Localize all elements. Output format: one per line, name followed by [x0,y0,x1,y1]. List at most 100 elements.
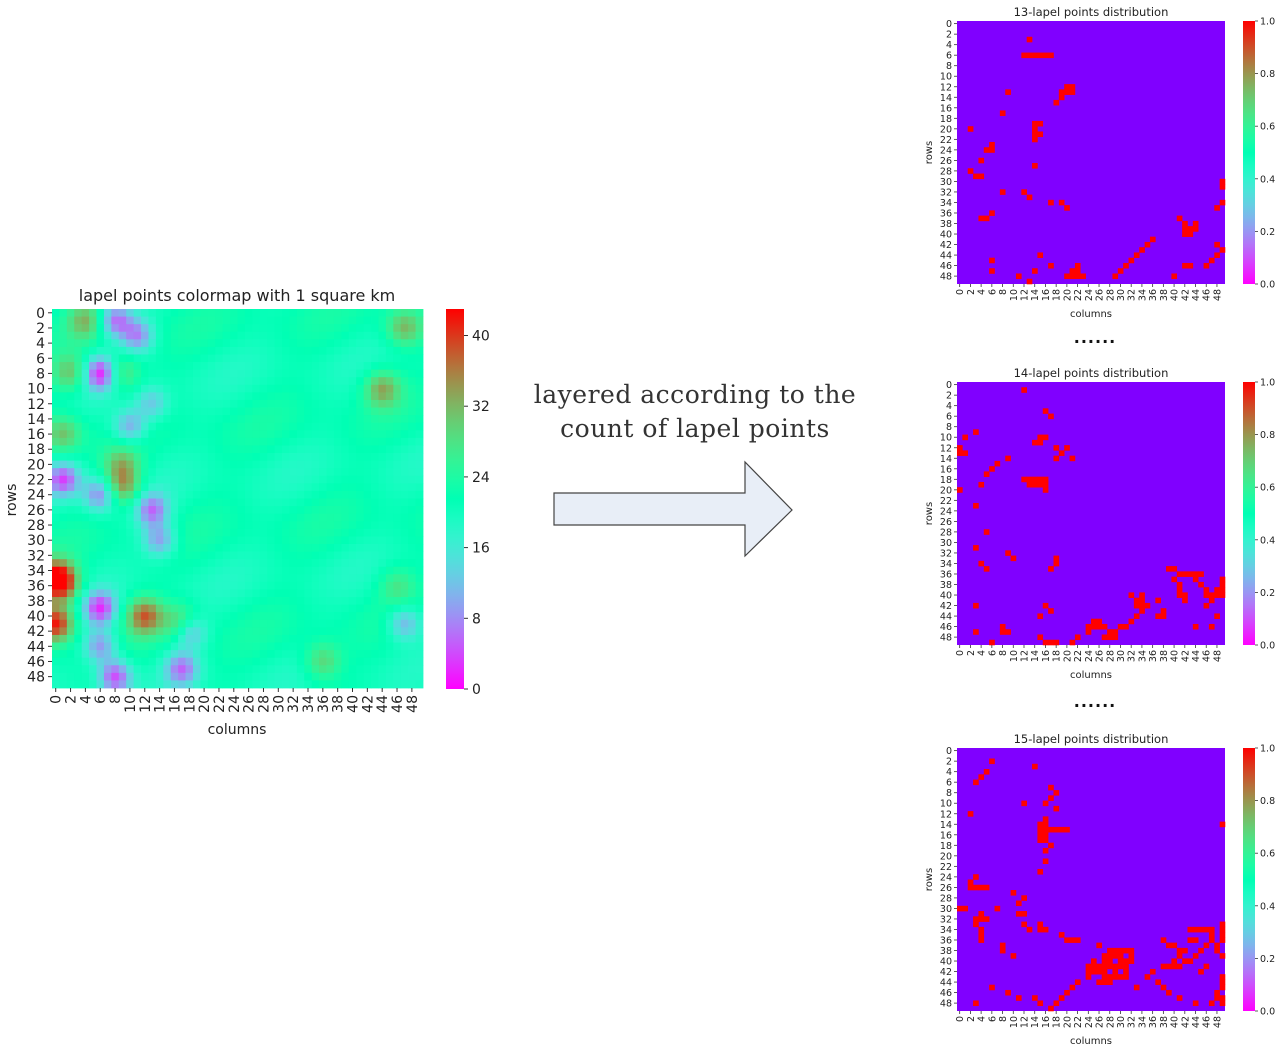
heatmap-cell [356,475,365,484]
heatmap-cell [66,377,75,386]
heatmap-cell [96,309,105,317]
heatmap-cell [415,468,424,477]
heatmap-cell [215,384,224,393]
heatmap-cell [200,453,209,461]
heatmap-cell [111,513,120,522]
heatmap-cell [52,430,60,439]
heatmap-cell [148,369,157,378]
layer-cell [1176,581,1183,588]
heatmap-cell [326,559,335,568]
heatmap-cell [289,657,298,666]
heatmap-cell [89,589,97,598]
heatmap-cell [52,460,60,469]
heatmap-cell [371,369,379,378]
heatmap-cell [126,513,135,522]
heatmap-cell [192,566,201,575]
heatmap-cell [252,468,261,477]
heatmap-cell [141,551,149,560]
heatmap-cell [207,437,216,446]
heatmap-cell [170,672,179,681]
heatmap-cell [371,528,379,537]
layer-x-tick-label: 22 [1073,650,1084,662]
heatmap-cell [378,354,387,363]
heatmap-cell [148,657,157,666]
heatmap-cell [259,475,268,484]
heatmap-cell [178,589,186,598]
layer-cell [994,905,1001,912]
heatmap-cell [163,680,172,689]
heatmap-cell [170,619,179,628]
layer-cell [1160,963,1167,970]
heatmap-cell [215,468,224,477]
heatmap-cell [170,506,179,515]
layer-cell [1037,52,1044,59]
heatmap-cell [408,392,416,401]
heatmap-cell [319,672,327,681]
heatmap-cell [59,384,68,393]
layer-y-tick-label: 4 [946,40,952,51]
heatmap-cell [222,309,231,317]
heatmap-cell [163,384,172,393]
heatmap-cell [237,483,246,492]
heatmap-cell [207,422,216,431]
heatmap-cell [155,362,164,371]
heatmap-cell [252,650,261,659]
heatmap-cell [81,362,90,371]
heatmap-cell [415,460,424,469]
heatmap-cell [244,521,253,530]
heatmap-cell [74,483,83,492]
heatmap-cell [363,604,372,613]
heatmap-cell [170,460,179,469]
layer-cell [1042,832,1049,838]
layer-y-tick-label: 28 [940,893,952,904]
heatmap-cell [185,354,194,363]
heatmap-cell [200,362,209,371]
heatmap-cell [52,399,60,408]
heatmap-cell [378,619,387,628]
heatmap-cell [289,627,298,636]
layer-cell [1032,163,1038,169]
heatmap-cell [215,536,224,545]
heatmap-cell [178,430,186,439]
y-tick-label: 2 [36,321,45,337]
heatmap-cell [371,346,379,355]
heatmap-cell [163,521,172,530]
heatmap-cell [89,369,97,378]
heatmap-cell [163,475,172,484]
heatmap-cell [378,339,387,348]
layer-cell [1198,571,1204,577]
heatmap-cell [170,657,179,666]
heatmap-cell [74,581,83,590]
heatmap-cell [52,331,60,340]
heatmap-cell [393,468,402,477]
heatmap-cell [289,399,298,408]
heatmap-cell [103,543,112,552]
layer-cell [1042,800,1049,807]
heatmap-cell [81,369,90,378]
layer-cell [999,110,1006,116]
heatmap-cell [274,369,283,378]
heatmap-cell [178,331,186,340]
heatmap-cell [371,430,379,439]
heatmap-cell [282,415,290,424]
heatmap-cell [118,490,127,499]
heatmap-cell [259,362,268,371]
heatmap-cell [230,354,238,363]
heatmap-cell [81,551,90,560]
layer-cell [1053,99,1060,106]
heatmap-cell [59,566,68,575]
heatmap-cell [118,536,127,545]
heatmap-cell [311,589,320,598]
heatmap-cell [230,574,238,583]
heatmap-cell [296,597,305,606]
heatmap-cell [185,543,194,552]
heatmap-cell [170,399,179,408]
heatmap-cell [378,445,387,454]
heatmap-cell [155,672,164,681]
heatmap-cell [178,399,186,408]
heatmap-cell [52,498,60,507]
heatmap-cell [200,657,209,666]
heatmap-cell [408,415,416,424]
layer-cell [1069,984,1076,991]
